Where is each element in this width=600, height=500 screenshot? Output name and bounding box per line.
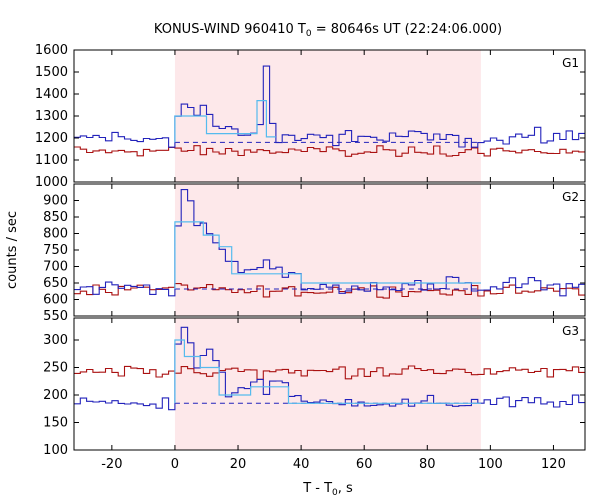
x-tick-label: 80 [419, 457, 436, 472]
x-tick-label: 40 [293, 457, 310, 472]
y-tick-label: 200 [43, 388, 68, 403]
y-tick-label: 1500 [35, 65, 68, 80]
x-axis-label: T - T0, s [302, 481, 353, 498]
background-series [74, 283, 585, 299]
x-tick-label: -20 [101, 457, 122, 472]
x-tick-label: 0 [171, 457, 179, 472]
y-tick-label: 150 [43, 416, 68, 431]
panel-label: G3 [562, 324, 579, 338]
fit-series [174, 221, 481, 289]
y-tick-label: 650 [43, 276, 68, 291]
panel-label: G1 [562, 56, 579, 70]
chart-title: KONUS-WIND 960410 T0 = 80646s UT (22:24:… [154, 22, 502, 39]
x-tick-label: 20 [230, 457, 247, 472]
panel-frame [73, 317, 586, 451]
y-tick-label: 1000 [35, 175, 68, 190]
panel-g3: 100 150 200 250 300 -20 0 20 40 60 80 100 120 G3 [43, 317, 586, 472]
highlight-region [174, 50, 481, 182]
background-series [74, 365, 585, 380]
y-tick-label: 1400 [35, 87, 68, 102]
y-tick-label: 900 [43, 194, 68, 209]
signal-series [74, 65, 585, 148]
y-tick-label: 250 [43, 361, 68, 376]
y-tick-label: 1200 [35, 131, 68, 146]
signal-series [74, 326, 585, 411]
y-tick-label: 850 [43, 210, 68, 225]
y-tick-label: 700 [43, 260, 68, 275]
y-tick-label: 300 [43, 333, 68, 348]
panels: 1000110012001300140015001600G15506006507… [35, 43, 586, 472]
y-tick-label: 1600 [35, 43, 68, 58]
highlight-region [174, 184, 481, 316]
panel-label: G2 [562, 190, 579, 204]
fit-series [174, 100, 276, 143]
highlight-region [174, 318, 481, 450]
y-tick-label: 750 [43, 243, 68, 258]
y-tick-label: 1300 [35, 109, 68, 124]
signal-series [74, 189, 585, 297]
y-tick-label: 100 [43, 443, 68, 458]
y-tick-label: 800 [43, 227, 68, 242]
x-tick-label: 120 [541, 457, 566, 472]
y-tick-label: 550 [43, 309, 68, 324]
panel-g1: 1000 1100 1200 1300 1400 1500 1600 G1 [35, 43, 586, 190]
y-tick-label: 1100 [35, 153, 68, 168]
fit-series [174, 339, 481, 404]
y-axis-label: counts / sec [5, 211, 20, 289]
background-series [74, 145, 585, 157]
x-tick-label: 60 [356, 457, 373, 472]
x-tick-label: 100 [478, 457, 503, 472]
y-tick-label: 600 [43, 293, 68, 308]
